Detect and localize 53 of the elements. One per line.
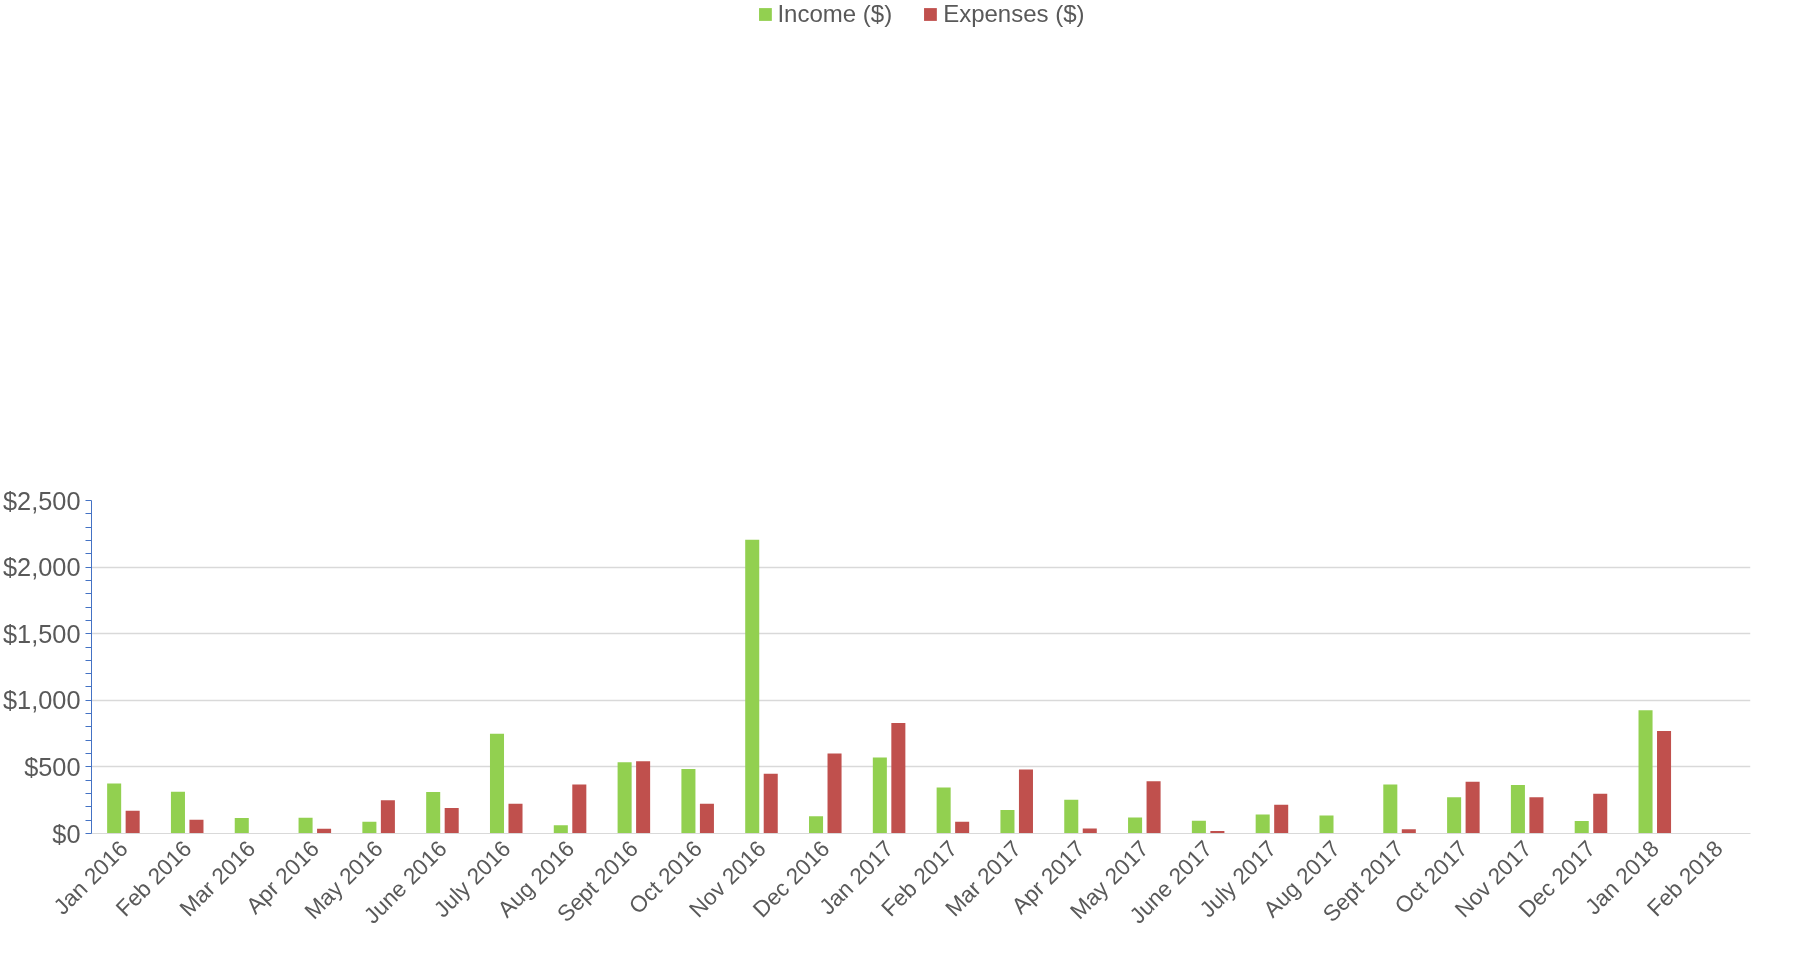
bar — [872, 757, 887, 834]
bar — [1000, 809, 1015, 834]
bar — [699, 803, 714, 834]
bar — [955, 821, 970, 834]
y-tick-label: $1,500 — [3, 619, 81, 648]
bar — [827, 753, 842, 834]
bar — [489, 733, 505, 834]
bar — [1274, 804, 1289, 834]
bar — [234, 817, 249, 834]
bar — [681, 769, 696, 834]
bar — [1128, 817, 1143, 834]
bar — [617, 762, 632, 834]
y-tick-label: $1,000 — [3, 686, 81, 715]
bar — [426, 792, 441, 834]
bar — [170, 791, 185, 834]
bar — [1064, 799, 1079, 834]
bar — [298, 817, 313, 834]
bar — [1529, 797, 1544, 834]
bar — [444, 807, 459, 834]
bar — [809, 816, 824, 834]
y-tick-label: $2,000 — [3, 553, 81, 582]
bar — [1465, 781, 1480, 834]
legend-label: Income ($) — [777, 0, 893, 28]
bar — [125, 810, 140, 834]
bar — [1510, 784, 1525, 834]
bar — [1146, 781, 1161, 834]
bar — [1319, 815, 1334, 834]
bar — [508, 803, 523, 834]
bar — [362, 821, 377, 834]
y-tick-label: $500 — [24, 752, 81, 781]
bar — [1593, 793, 1608, 834]
bar — [1657, 730, 1672, 834]
bar — [1255, 814, 1270, 834]
bar — [1383, 784, 1398, 834]
bar — [553, 825, 568, 834]
bar — [1447, 797, 1462, 834]
bar — [763, 773, 778, 834]
legend-label: Expenses ($) — [943, 0, 1085, 28]
y-tick-label: $0 — [52, 819, 81, 848]
bar — [636, 761, 651, 834]
bar — [1018, 769, 1033, 834]
y-tick-label: $2,500 — [3, 486, 81, 515]
bar — [380, 800, 395, 834]
bar — [891, 723, 906, 834]
bar — [1401, 829, 1416, 834]
bar — [107, 783, 122, 834]
bar — [189, 819, 204, 834]
bar — [1191, 820, 1206, 834]
bar — [1574, 820, 1589, 834]
bar — [745, 539, 760, 834]
bar — [1638, 710, 1653, 834]
bar — [936, 787, 951, 834]
bar — [572, 784, 587, 834]
